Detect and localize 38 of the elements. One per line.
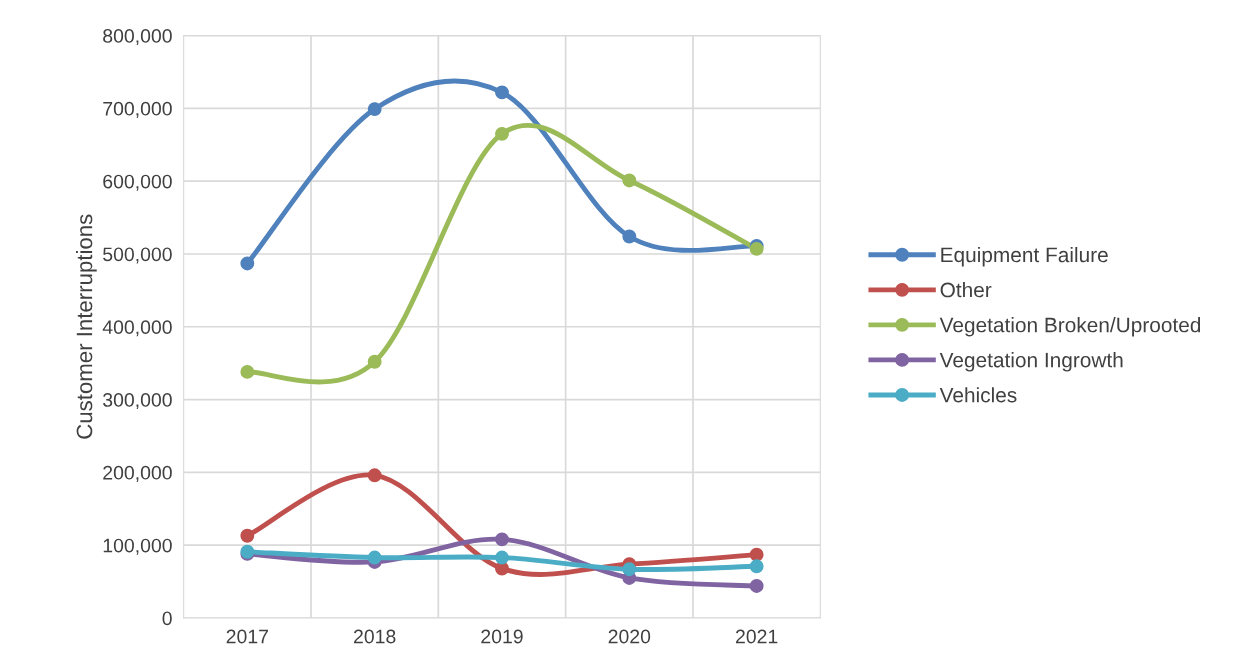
point [495, 550, 509, 565]
y-tick-label: 100,000 [103, 538, 172, 555]
point [367, 468, 382, 483]
y-tick-label: 800,000 [103, 29, 172, 46]
point [749, 579, 764, 593]
legend-label: Other [940, 282, 992, 298]
x-tick-label: 2017 [226, 629, 268, 644]
y-tick-label: 700,000 [103, 101, 172, 118]
point [622, 229, 637, 244]
legend-label: Vegetation Ingrowth [939, 352, 1123, 372]
legend-label: Equipment Failure [941, 246, 1108, 267]
x-tick-label: 2018 [354, 629, 396, 644]
x-tick-label: 2020 [608, 629, 651, 644]
y-tick-label: 0 [162, 611, 172, 626]
point [495, 532, 509, 547]
point [240, 364, 255, 379]
point [367, 354, 382, 369]
point [749, 559, 764, 574]
y-tick-label: 200,000 [103, 465, 172, 482]
point [367, 550, 382, 565]
y-tick-label: 600,000 [103, 174, 172, 191]
point [495, 85, 509, 100]
y-tick-label: 300,000 [103, 393, 172, 410]
legend-label: Vegetation Broken/Uprooted [939, 317, 1201, 337]
y-tick-label: 400,000 [102, 320, 172, 337]
point [367, 102, 382, 117]
point [622, 173, 637, 188]
point [495, 561, 509, 576]
y-axis-title: Customer Interruptions [76, 214, 97, 439]
legend-label: Vehicles [939, 387, 1017, 403]
point [240, 528, 255, 543]
point [240, 256, 255, 271]
point [749, 547, 764, 562]
x-tick-label: 2021 [735, 629, 778, 644]
y-tick-label: 500,000 [103, 247, 172, 264]
point [495, 126, 509, 141]
x-tick-label: 2019 [481, 629, 523, 644]
point [622, 562, 637, 577]
